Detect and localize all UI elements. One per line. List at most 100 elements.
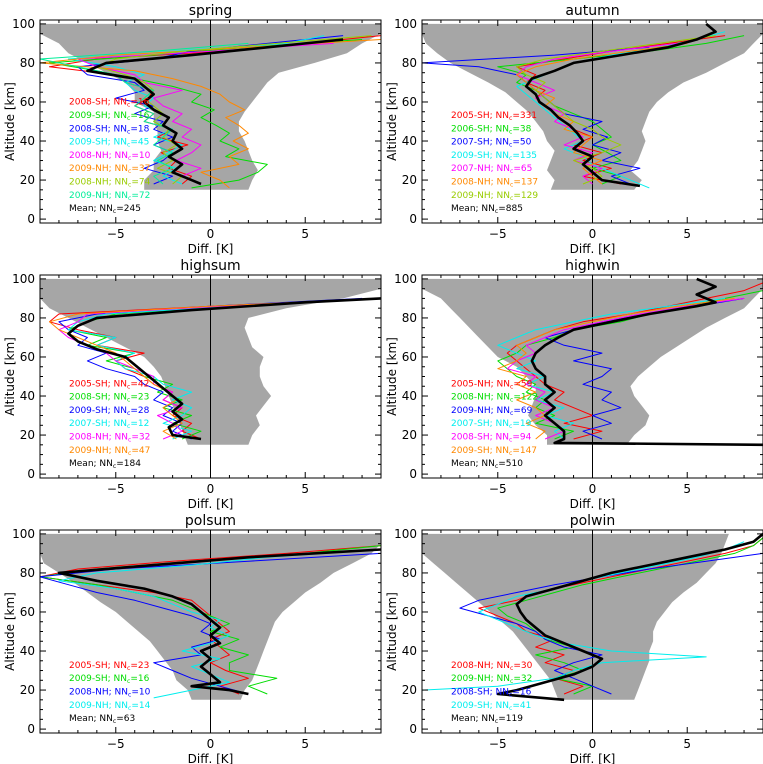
legend: 2005-SH; NNc=42 2008-SH; NNc=23 2009-SH; N… xyxy=(69,379,150,470)
legend-label: 2009-NH; NNc=129 xyxy=(451,191,538,202)
series-line xyxy=(478,537,763,695)
legend-label: Mean; NNc=119 xyxy=(451,714,523,725)
legend-label: 2009-SH; NNc=147 xyxy=(451,446,537,457)
x-tick-label: 5 xyxy=(301,737,309,751)
legend-label: 2009-SH; NNc=28 xyxy=(69,406,150,417)
y-axis-label: Altitude [km] xyxy=(385,82,399,161)
mean-line xyxy=(524,22,717,188)
legend-label: 2005-SH; NNc=23 xyxy=(69,661,149,672)
y-axis-label: Altitude [km] xyxy=(3,592,17,671)
y-tick-label: 80 xyxy=(20,56,35,70)
legend-label: 2008-SH; NNc=16 xyxy=(69,98,150,109)
legend-label: 2009-NH; NNc=37 xyxy=(69,164,150,175)
plot-area xyxy=(40,20,381,223)
y-tick-label: 0 xyxy=(27,212,35,226)
series-line xyxy=(506,297,745,440)
y-tick-label: 0 xyxy=(27,722,35,736)
plot-area xyxy=(422,20,763,223)
panel-title: autumn xyxy=(565,3,619,19)
legend: 2005-NH; NNc=59 2008-NH; NNc=122 2009-NH; … xyxy=(451,379,538,470)
y-tick-label: 60 xyxy=(20,95,35,109)
panel-highsum: −5 0 5 0 20 40 60 80 100 highsum Diff. [K] Altitude… xyxy=(3,258,382,511)
panel-title: spring xyxy=(189,3,233,19)
panel-highwin: −5 0 5 0 20 40 60 80 100 highwin Diff. [K] Altitude… xyxy=(385,258,763,511)
legend-label: 2008-SH; NNc=18 xyxy=(69,124,150,135)
panel-autumn: −5 0 5 0 20 40 60 80 100 autumn Diff. [K] Altitude … xyxy=(385,3,763,256)
panel-polwin: −5 0 5 0 20 40 60 80 100 polwin Diff. [K] Altitude … xyxy=(385,513,763,764)
x-axis-label: Diff. [K] xyxy=(570,752,616,764)
x-tick-label: −5 xyxy=(107,737,125,751)
y-tick-label: 100 xyxy=(394,17,417,31)
x-tick-label: 0 xyxy=(589,227,597,241)
panel-polsum: −5 0 5 0 20 40 60 80 100 polsum Diff. [K] Altitude … xyxy=(3,513,382,764)
legend-label: 2006-SH; NNc=38 xyxy=(451,124,532,135)
series-line xyxy=(49,297,381,440)
legend: 2005-SH; NNc=23 2009-SH; NNc=16 2008-NH; N… xyxy=(69,661,151,725)
x-tick-label: −5 xyxy=(107,227,125,241)
legend-label: Mean; NNc=510 xyxy=(451,459,523,470)
x-axis-label: Diff. [K] xyxy=(188,242,234,256)
legend: 2005-SH; NNc=331 2006-SH; NNc=38 2007-SH; … xyxy=(451,111,538,215)
legend-label: 2008-NH; NNc=10 xyxy=(69,687,151,698)
spread-band xyxy=(422,533,729,700)
y-tick-label: 0 xyxy=(409,722,417,736)
legend-label: 2009-SH; NNc=45 xyxy=(69,138,149,149)
legend-label: 2005-SH; NNc=331 xyxy=(451,111,537,122)
legend-label: 2009-NH; NNc=14 xyxy=(69,701,151,712)
legend-label: 2007-NH; NNc=65 xyxy=(451,164,532,175)
mean-line xyxy=(57,548,381,696)
series-line xyxy=(40,42,249,185)
legend-label: 2008-SH; NNc=23 xyxy=(69,393,149,404)
y-tick-label: 40 xyxy=(20,389,35,403)
legend-label: 2009-NH; NNc=32 xyxy=(451,674,532,685)
legend-label: 2008-NH; NNc=30 xyxy=(451,661,533,672)
series-line xyxy=(58,297,363,440)
x-tick-label: 0 xyxy=(589,737,597,751)
legend-label: Mean; NNc=184 xyxy=(69,459,141,470)
legend-label: Mean; NNc=245 xyxy=(69,204,141,215)
x-axis-label: Diff. [K] xyxy=(570,242,616,256)
y-tick-label: 100 xyxy=(12,527,35,541)
x-tick-label: 0 xyxy=(207,737,215,751)
y-tick-label: 20 xyxy=(402,683,417,697)
legend-label: 2008-NH; NNc=137 xyxy=(451,177,538,188)
y-tick-label: 80 xyxy=(402,311,417,325)
x-tick-label: 0 xyxy=(207,482,215,496)
y-axis-label: Altitude [km] xyxy=(3,337,17,416)
series-line xyxy=(422,541,745,691)
y-axis-label: Altitude [km] xyxy=(3,82,17,161)
x-tick-label: 5 xyxy=(301,227,309,241)
legend-label: 2009-SH; NNc=16 xyxy=(69,674,150,685)
legend-label: 2008-NH; NNc=122 xyxy=(451,393,538,404)
y-tick-label: 80 xyxy=(402,566,417,580)
panel-title: highsum xyxy=(180,258,240,274)
x-tick-label: 5 xyxy=(301,482,309,496)
mean-line xyxy=(67,297,381,441)
y-tick-label: 100 xyxy=(12,272,35,286)
legend-label: Mean; NNc=885 xyxy=(451,204,523,215)
legend-label: 2007-SH; NNc=50 xyxy=(451,138,532,149)
mean-line xyxy=(496,532,763,702)
x-tick-label: 5 xyxy=(683,227,691,241)
x-tick-label: 0 xyxy=(589,482,597,496)
x-tick-label: −5 xyxy=(489,227,507,241)
panel-title: polwin xyxy=(570,513,616,529)
x-tick-label: 0 xyxy=(207,227,215,241)
legend-label: 2009-SH; NNc=16 xyxy=(69,111,150,122)
x-tick-label: −5 xyxy=(489,482,507,496)
series-line xyxy=(40,39,381,189)
y-tick-label: 80 xyxy=(20,566,35,580)
x-tick-label: −5 xyxy=(107,482,125,496)
legend-label: 2008-NH; NNc=32 xyxy=(69,432,150,443)
y-tick-label: 40 xyxy=(20,134,35,148)
y-tick-label: 20 xyxy=(402,428,417,442)
series-line xyxy=(40,552,381,695)
plot-area xyxy=(40,530,381,733)
legend: 2008-NH; NNc=30 2009-NH; NNc=32 2008-SH; N… xyxy=(451,661,533,725)
y-tick-label: 60 xyxy=(402,350,417,364)
y-tick-label: 60 xyxy=(20,350,35,364)
legend-label: 2008-NH; NNc=74 xyxy=(69,177,151,188)
y-tick-label: 100 xyxy=(394,272,417,286)
y-tick-label: 40 xyxy=(402,389,417,403)
y-tick-label: 40 xyxy=(20,644,35,658)
